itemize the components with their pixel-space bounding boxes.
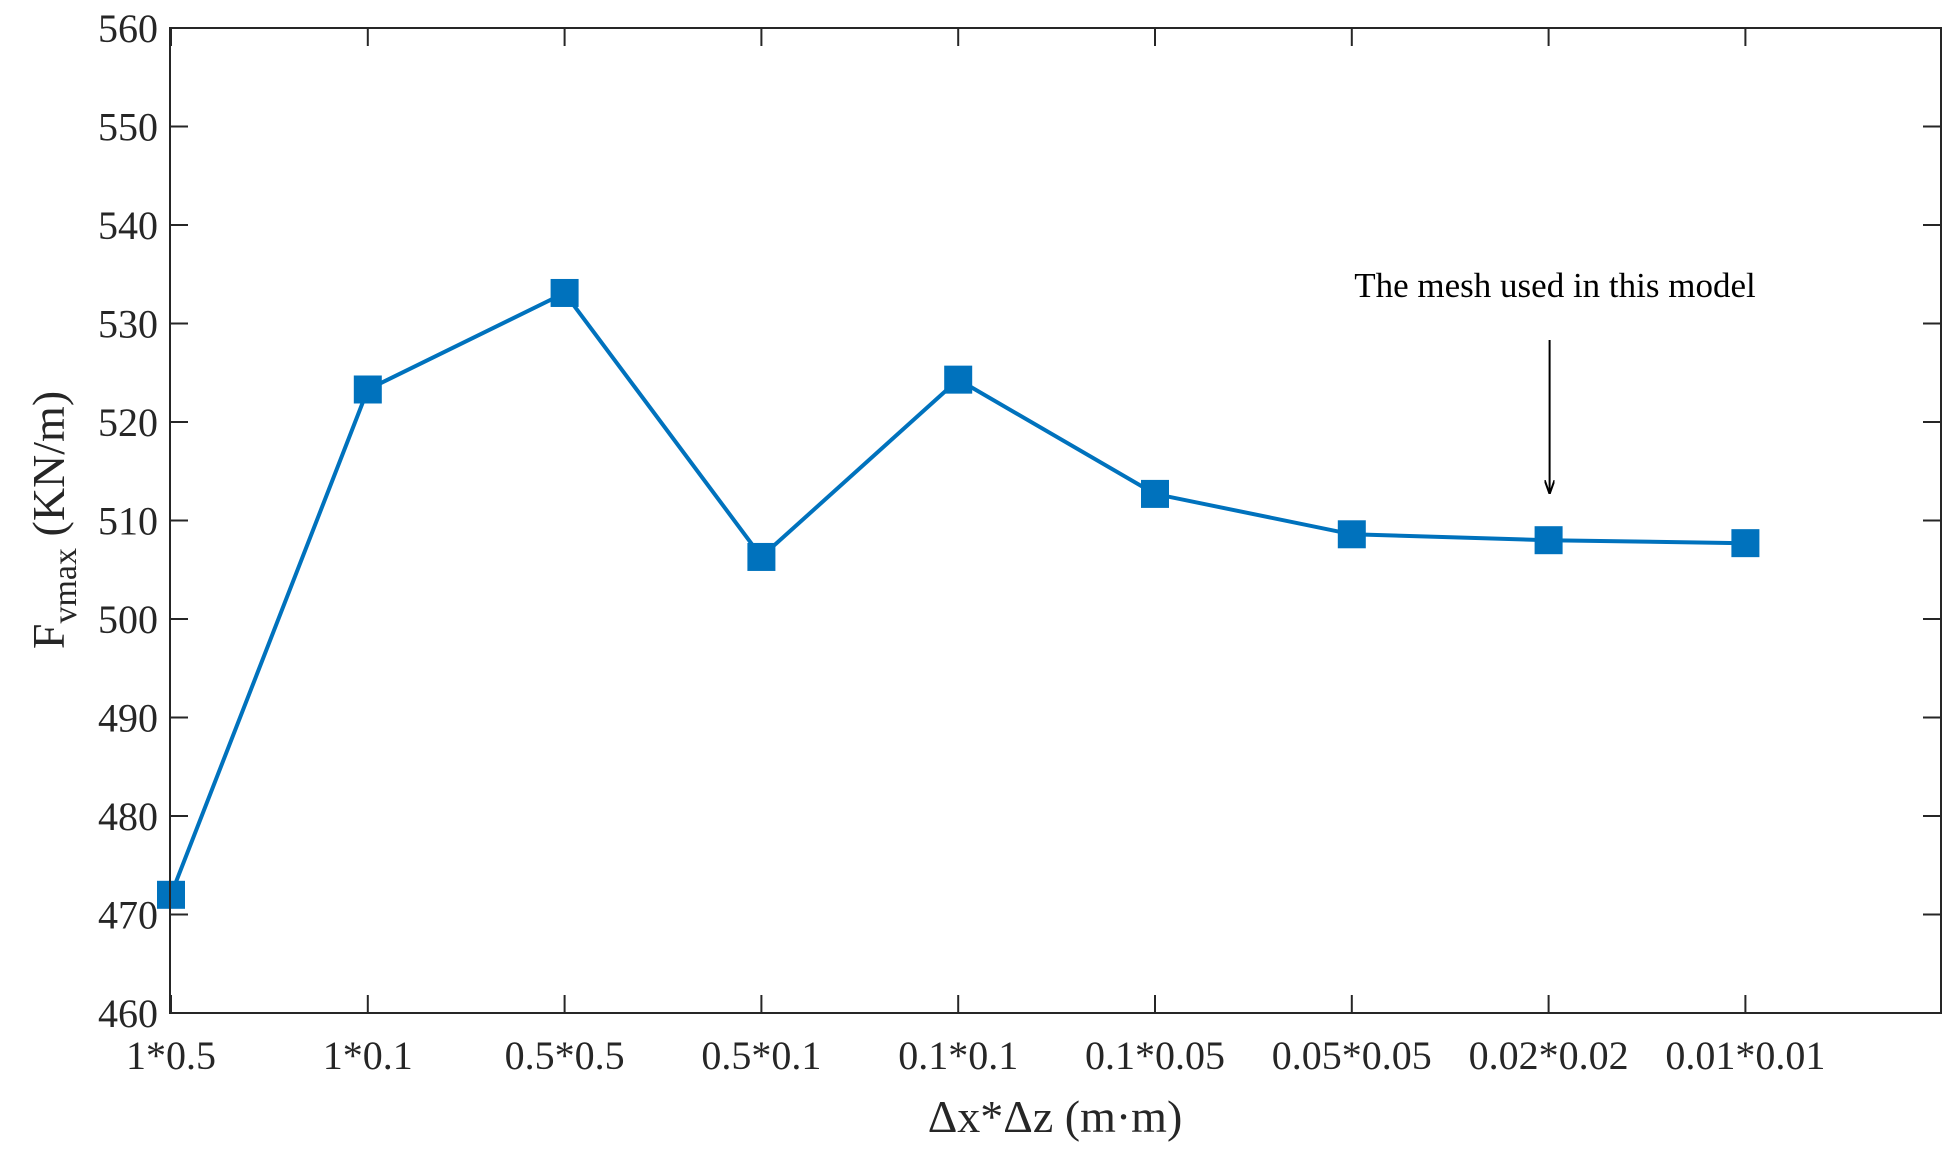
x-tick-label: 0.05*0.05 xyxy=(1272,1033,1432,1078)
y-tick-labels: 460 470 480 490 500 510 520 530 540 550 560 xyxy=(98,6,158,1036)
x-tick-label: 1*0.1 xyxy=(323,1033,413,1078)
y-tick-label: 520 xyxy=(98,400,158,445)
y-tick-label: 460 xyxy=(98,991,158,1036)
axes-box xyxy=(169,27,1942,1014)
y-tick-label: 500 xyxy=(98,597,158,642)
x-tick-label: 0.5*0.5 xyxy=(505,1033,625,1078)
y-axis-label-main: F xyxy=(23,624,74,650)
data-point-marker xyxy=(1337,520,1366,549)
x-tick-label: 0.01*0.01 xyxy=(1665,1033,1825,1078)
data-point-marker xyxy=(550,278,579,307)
annotation-text: The mesh used in this model xyxy=(1354,266,1756,305)
x-tick-label: 0.1*0.1 xyxy=(898,1033,1018,1078)
y-tick-label: 540 xyxy=(98,203,158,248)
data-point-marker xyxy=(1534,526,1563,555)
x-tick-label: 0.1*0.05 xyxy=(1085,1033,1225,1078)
y-tick-label: 510 xyxy=(98,499,158,544)
y-tick-label: 560 xyxy=(98,6,158,51)
x-axis-label: Δx*Δz (m·m) xyxy=(928,1091,1183,1142)
y-tick-label: 470 xyxy=(98,893,158,938)
data-point-marker xyxy=(747,542,776,571)
data-point-marker xyxy=(1141,479,1169,508)
y-tick-label: 530 xyxy=(98,302,158,347)
y-tick-label: 550 xyxy=(98,105,158,150)
x-tick-label: 0.02*0.02 xyxy=(1469,1033,1629,1078)
data-point-marker xyxy=(944,365,973,394)
data-point-marker xyxy=(353,375,382,404)
y-axis-label-unit: (KN/m) xyxy=(23,391,74,548)
y-tick-label: 490 xyxy=(98,696,158,741)
x-tick-labels: 1*0.5 1*0.1 0.5*0.5 0.5*0.1 0.1*0.1 0.1*0.05 0… xyxy=(126,1033,1825,1078)
plot-area xyxy=(170,28,1941,1013)
data-point-marker xyxy=(1731,529,1760,558)
x-tick-label: 0.5*0.1 xyxy=(701,1033,821,1078)
y-axis-label: Fvmax (KN/m) xyxy=(23,391,84,649)
y-axis-label-subscript: vmax xyxy=(47,548,84,624)
y-tick-label: 480 xyxy=(98,794,158,839)
x-tick-label: 1*0.5 xyxy=(126,1033,216,1078)
